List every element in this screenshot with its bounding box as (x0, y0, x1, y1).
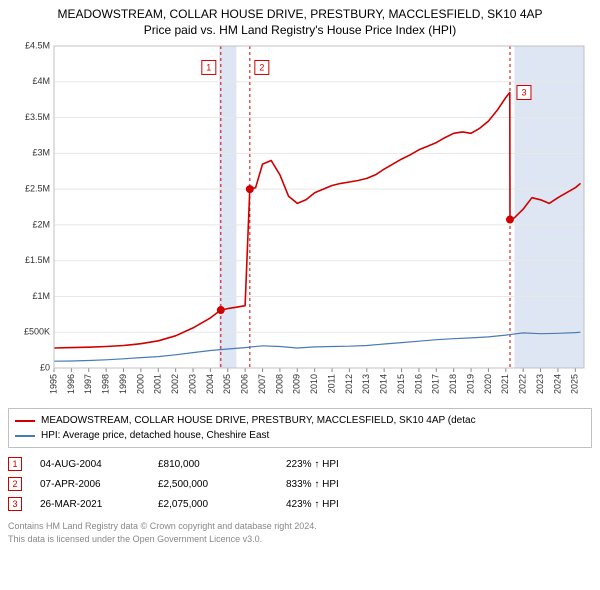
svg-text:£4.5M: £4.5M (25, 42, 50, 50)
legend-swatch (15, 435, 35, 437)
svg-text:£2M: £2M (32, 220, 50, 230)
svg-text:2024: 2024 (552, 374, 562, 394)
svg-text:2: 2 (259, 63, 264, 73)
datapoint-date: 26-MAR-2021 (40, 499, 140, 510)
chart-area: £0 £500K £1M £1.5M £2M £2.5M £3M £3.5M £4M £4.5M 1… (8, 42, 592, 402)
title-line-2: Price paid vs. HM Land Registry's House … (8, 22, 592, 38)
datapoint-price: £2,075,000 (158, 499, 268, 510)
legend-label: MEADOWSTREAM, COLLAR HOUSE DRIVE, PRESTB… (41, 413, 476, 428)
svg-text:2018: 2018 (448, 374, 458, 394)
svg-text:2010: 2010 (309, 374, 319, 394)
footer-attribution: Contains HM Land Registry data © Crown c… (8, 520, 592, 544)
svg-text:£3M: £3M (32, 148, 50, 158)
svg-text:2015: 2015 (396, 374, 406, 394)
title-line-1: MEADOWSTREAM, COLLAR HOUSE DRIVE, PRESTB… (8, 6, 592, 22)
svg-text:2003: 2003 (187, 374, 197, 394)
svg-text:2017: 2017 (431, 374, 441, 394)
svg-text:2006: 2006 (240, 374, 250, 394)
svg-text:2021: 2021 (500, 374, 510, 394)
svg-text:2020: 2020 (483, 374, 493, 394)
svg-text:£4M: £4M (32, 77, 50, 87)
svg-text:2008: 2008 (274, 374, 284, 394)
svg-text:2014: 2014 (379, 374, 389, 394)
svg-text:2007: 2007 (257, 374, 267, 394)
chart-title: MEADOWSTREAM, COLLAR HOUSE DRIVE, PRESTB… (8, 6, 592, 38)
legend-item: MEADOWSTREAM, COLLAR HOUSE DRIVE, PRESTB… (15, 413, 585, 428)
datapoint-price: £810,000 (158, 459, 268, 470)
svg-text:2023: 2023 (535, 374, 545, 394)
datapoint-row: 1 04-AUG-2004 £810,000 223% ↑ HPI (8, 454, 592, 474)
svg-text:£0: £0 (40, 363, 50, 373)
svg-text:2012: 2012 (344, 374, 354, 394)
datapoint-date: 04-AUG-2004 (40, 459, 140, 470)
datapoint-pct: 223% ↑ HPI (286, 459, 339, 470)
svg-text:2022: 2022 (518, 374, 528, 394)
datapoint-marker: 3 (8, 497, 22, 511)
svg-text:2002: 2002 (170, 374, 180, 394)
datapoint-marker: 2 (8, 477, 22, 491)
legend-item: HPI: Average price, detached house, Ches… (15, 428, 585, 443)
svg-text:1996: 1996 (66, 374, 76, 394)
svg-text:2019: 2019 (465, 374, 475, 394)
svg-text:£2.5M: £2.5M (25, 184, 50, 194)
svg-text:1995: 1995 (48, 374, 58, 394)
svg-text:£3.5M: £3.5M (25, 112, 50, 122)
svg-text:2011: 2011 (326, 374, 336, 393)
datapoint-marker: 1 (8, 457, 22, 471)
svg-text:1999: 1999 (118, 374, 128, 394)
svg-text:£500K: £500K (24, 327, 50, 337)
datapoint-pct: 423% ↑ HPI (286, 499, 339, 510)
line-chart-svg: £0 £500K £1M £1.5M £2M £2.5M £3M £3.5M £4M £4.5M 1… (8, 42, 592, 402)
datapoint-price: £2,500,000 (158, 479, 268, 490)
datapoints-table: 1 04-AUG-2004 £810,000 223% ↑ HPI 2 07-APR-20… (8, 454, 592, 514)
legend-swatch (15, 420, 35, 422)
legend-label: HPI: Average price, detached house, Ches… (41, 428, 269, 443)
svg-text:2000: 2000 (135, 374, 145, 394)
svg-text:£1.5M: £1.5M (25, 255, 50, 265)
svg-text:2025: 2025 (570, 374, 580, 394)
datapoint-row: 3 26-MAR-2021 £2,075,000 423% ↑ HPI (8, 494, 592, 514)
footer-line-2: This data is licensed under the Open Gov… (8, 533, 592, 545)
svg-text:3: 3 (521, 88, 526, 98)
svg-text:1998: 1998 (101, 374, 111, 394)
svg-text:2001: 2001 (153, 374, 163, 394)
svg-text:2009: 2009 (292, 374, 302, 394)
svg-text:1: 1 (206, 63, 211, 73)
legend: MEADOWSTREAM, COLLAR HOUSE DRIVE, PRESTB… (8, 408, 592, 448)
datapoint-pct: 833% ↑ HPI (286, 479, 339, 490)
footer-line-1: Contains HM Land Registry data © Crown c… (8, 520, 592, 532)
datapoint-date: 07-APR-2006 (40, 479, 140, 490)
chart-container: { "title_line1": "MEADOWSTREAM, COLLAR H… (0, 0, 600, 553)
svg-text:£1M: £1M (32, 291, 50, 301)
svg-text:1997: 1997 (83, 374, 93, 394)
svg-text:2004: 2004 (205, 374, 215, 394)
datapoint-row: 2 07-APR-2006 £2,500,000 833% ↑ HPI (8, 474, 592, 494)
svg-text:2016: 2016 (413, 374, 423, 394)
svg-text:2013: 2013 (361, 374, 371, 394)
svg-text:2005: 2005 (222, 374, 232, 394)
